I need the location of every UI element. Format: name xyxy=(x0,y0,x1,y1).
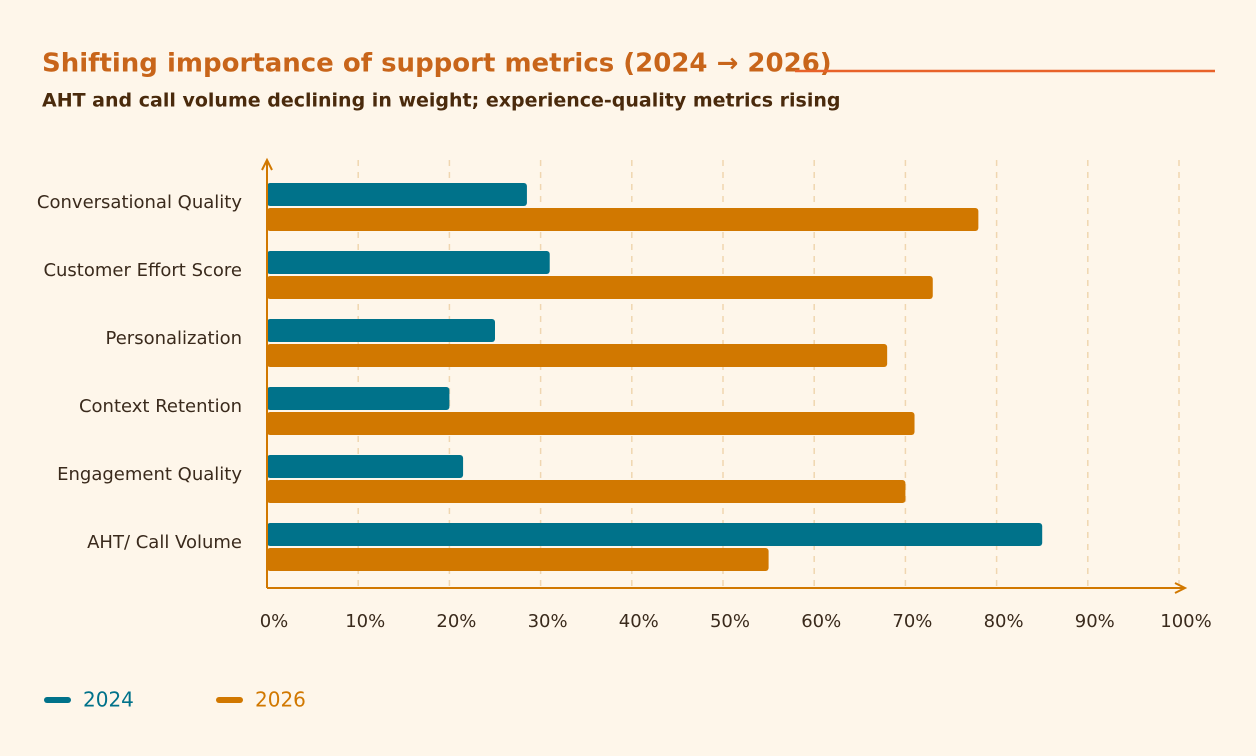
bar xyxy=(267,276,933,299)
y-tick-label: Conversational Quality xyxy=(37,192,242,213)
x-tick-label: 30% xyxy=(528,611,568,632)
bar xyxy=(267,251,550,274)
y-tick-label: Customer Effort Score xyxy=(43,260,242,281)
x-tick-label: 90% xyxy=(1075,611,1115,632)
legend-label: 2024 xyxy=(83,688,134,712)
x-tick-label: 50% xyxy=(710,611,750,632)
y-tick-label: Engagement Quality xyxy=(57,464,242,485)
chart-subtitle: AHT and call volume declining in weight;… xyxy=(42,90,841,112)
y-tick-label: AHT/ Call Volume xyxy=(87,532,242,553)
x-tick-label: 0% xyxy=(260,611,289,632)
x-tick-label: 10% xyxy=(345,611,385,632)
bar xyxy=(267,208,979,231)
bar xyxy=(267,387,450,410)
x-tick-label: 70% xyxy=(892,611,932,632)
x-tick-label: 60% xyxy=(801,611,841,632)
x-tick-label: 80% xyxy=(984,611,1024,632)
x-axis-arrow xyxy=(1174,582,1188,594)
bar xyxy=(267,548,769,571)
bar xyxy=(267,480,906,503)
bar xyxy=(267,523,1043,546)
bar xyxy=(267,319,495,342)
legend-label: 2026 xyxy=(255,688,306,712)
y-tick-label: Context Retention xyxy=(79,396,242,417)
y-tick-label: Personalization xyxy=(106,328,242,349)
y-axis-arrow xyxy=(261,157,273,171)
x-tick-label: 20% xyxy=(436,611,476,632)
x-tick-label: 100% xyxy=(1160,611,1211,632)
chart-title: Shifting importance of support metrics (… xyxy=(42,49,832,79)
bar xyxy=(267,455,464,478)
bar xyxy=(267,412,915,435)
bar xyxy=(267,344,888,367)
x-tick-label: 40% xyxy=(619,611,659,632)
bar xyxy=(267,183,527,206)
